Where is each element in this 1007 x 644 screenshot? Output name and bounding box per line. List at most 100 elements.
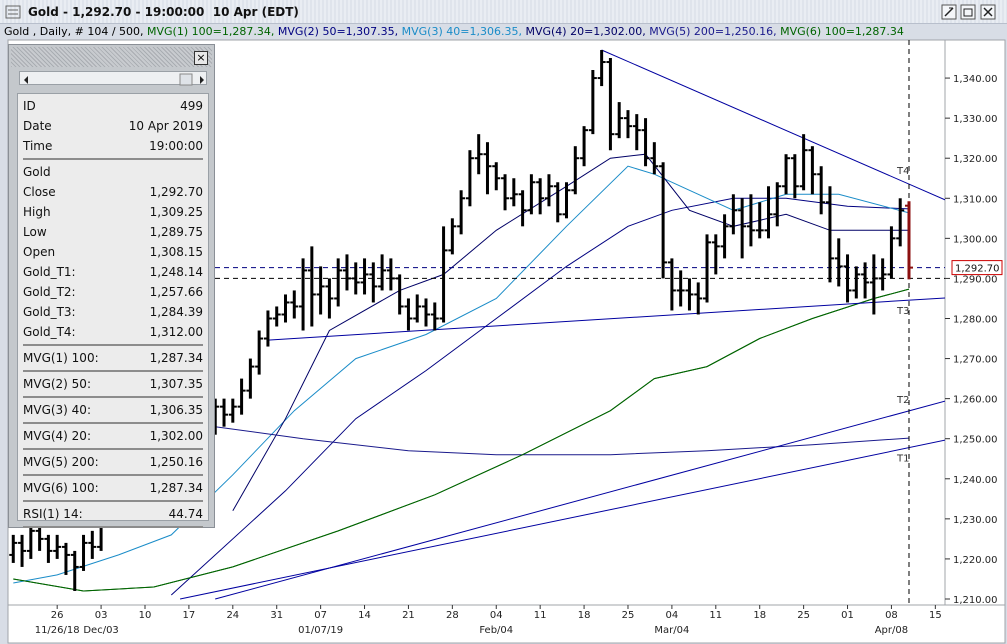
data-window-header: ×	[11, 47, 212, 67]
x-tick-label: 01	[841, 610, 854, 621]
data-row: MVG(4) 20: 1,302.00	[23, 426, 203, 446]
scrollbar-arrows	[24, 73, 204, 86]
window-title: Gold - 1,292.70 - 19:00:00 10 Apr (EDT)	[28, 5, 299, 19]
data-group: ID 499 Date 10 Apr 2019 Time 19:00:00	[23, 94, 203, 160]
moving-average-line	[13, 288, 910, 592]
x-tick-label: 14	[358, 610, 371, 621]
data-label: Close	[23, 185, 56, 199]
legend: Gold , Daily, # 104 / 500, MVG(1) 100=1,…	[4, 25, 904, 39]
x-axis-area	[7, 604, 1006, 644]
data-label: Gold_T1:	[23, 265, 76, 279]
data-label: ID	[23, 99, 36, 113]
data-row: MVG(2) 50: 1,307.35	[23, 374, 203, 394]
data-value: 44.74	[168, 507, 203, 521]
data-window-close[interactable]: ×	[194, 51, 208, 65]
data-window: × ID 499 Date 10 Apr 2019 Time 19:00:00 Gold Cl…	[8, 44, 215, 528]
x-group-label: 01/07/19	[298, 625, 343, 636]
data-row: Open 1,308.15	[23, 242, 203, 262]
plot	[8, 40, 945, 605]
legend-entry: MVG(2) 50=1,307.35,	[277, 25, 399, 38]
data-label: Date	[23, 119, 52, 133]
x-tick-label: 24	[226, 610, 239, 621]
data-label: Gold_T4:	[23, 325, 76, 339]
x-group-label: Dec/03	[83, 625, 118, 636]
legend-entry: MVG(6) 100=1,287.34	[780, 25, 904, 38]
data-group: MVG(1) 100: 1,287.34	[23, 346, 203, 372]
trend-line	[179, 439, 945, 600]
x-tick-label: 28	[446, 610, 459, 621]
data-label: Open	[23, 245, 56, 259]
y-tick-label: 1,240.00	[953, 475, 998, 486]
data-group-title: Gold	[23, 165, 51, 179]
y-tick-label: 1,250.00	[953, 435, 998, 446]
data-label: Gold_T2:	[23, 285, 76, 299]
legend-entry: MVG(1) 100=1,287.34,	[147, 25, 275, 38]
x-tick-label: 18	[578, 610, 591, 621]
x-tick-label: 07	[314, 610, 327, 621]
y-tick-label: 1,230.00	[953, 515, 998, 526]
data-group: MVG(3) 40: 1,306.35	[23, 398, 203, 424]
x-tick-label: 25	[622, 610, 635, 621]
last-price-label: 1,292.70	[955, 264, 1000, 275]
x-tick-label: 04	[490, 610, 503, 621]
data-group: Gold Close 1,292.70 High 1,309.25 Low 1,289.75…	[23, 160, 203, 346]
x-tick-label: 11	[709, 610, 722, 621]
moving-average-line	[170, 197, 910, 596]
y-tick-label: 1,340.00	[953, 74, 998, 85]
data-label: MVG(4) 20:	[23, 429, 91, 443]
data-label: Gold_T3:	[23, 305, 76, 319]
data-group: MVG(6) 100: 1,287.34	[23, 476, 203, 502]
data-row: High 1,309.25	[23, 202, 203, 222]
moving-average-line	[232, 153, 909, 512]
data-group-row: Gold	[23, 162, 203, 182]
y-axis-area	[944, 39, 1006, 606]
data-group: MVG(5) 200: 1,250.16	[23, 450, 203, 476]
trend-line	[601, 49, 945, 201]
close-button[interactable]	[980, 4, 996, 20]
data-label: High	[23, 205, 51, 219]
data-value: 1,257.66	[149, 285, 203, 299]
data-label: MVG(5) 200:	[23, 455, 99, 469]
x-tick-label: 25	[797, 610, 810, 621]
x-tick-label: 08	[885, 610, 898, 621]
minimize-button[interactable]	[941, 4, 957, 20]
x-tick-label: 26	[51, 610, 64, 621]
scrollbar[interactable]	[19, 71, 207, 86]
data-value: 1,284.39	[149, 305, 203, 319]
data-row: Gold_T1: 1,248.14	[23, 262, 203, 282]
x-tick-label: 18	[753, 610, 766, 621]
data-row: MVG(5) 200: 1,250.16	[23, 452, 203, 472]
data-group: MVG(4) 20: 1,302.00	[23, 424, 203, 450]
data-row: MVG(3) 40: 1,306.35	[23, 400, 203, 420]
y-tick-label: 1,220.00	[953, 555, 998, 566]
data-label: MVG(6) 100:	[23, 481, 99, 495]
maximize-button[interactable]	[960, 4, 976, 20]
y-tick-label: 1,300.00	[953, 234, 998, 245]
y-tick-label: 1,330.00	[953, 114, 998, 125]
data-row: Date 10 Apr 2019	[23, 116, 203, 136]
data-value: 10 Apr 2019	[128, 119, 203, 133]
data-value: 1,287.34	[149, 351, 203, 365]
x-tick-label: 03	[95, 610, 108, 621]
legend-title: Gold , Daily, # 104 / 500,	[4, 25, 144, 38]
data-label: MVG(3) 40:	[23, 403, 91, 417]
data-value: 1,308.15	[149, 245, 203, 259]
data-label: Low	[23, 225, 47, 239]
x-tick-label: 21	[402, 610, 415, 621]
trend-line-label: T1	[896, 454, 909, 465]
trend-line	[215, 400, 945, 600]
x-group-label: Feb/04	[479, 625, 513, 636]
x-tick-label: 17	[183, 610, 196, 621]
x-group-label: 11/26/18	[35, 625, 80, 636]
data-label: Time	[23, 139, 53, 153]
x-tick-label: 31	[270, 610, 283, 621]
data-value: 19:00:00	[149, 139, 203, 153]
trend-line-label: T2	[896, 395, 909, 406]
data-label: MVG(2) 50:	[23, 377, 91, 391]
x-tick-label: 04	[666, 610, 679, 621]
data-value: 1,250.16	[149, 455, 203, 469]
app-icon	[5, 5, 21, 19]
data-row: Gold_T2: 1,257.66	[23, 282, 203, 302]
legend-entry: MVG(4) 20=1,302.00,	[525, 25, 646, 38]
